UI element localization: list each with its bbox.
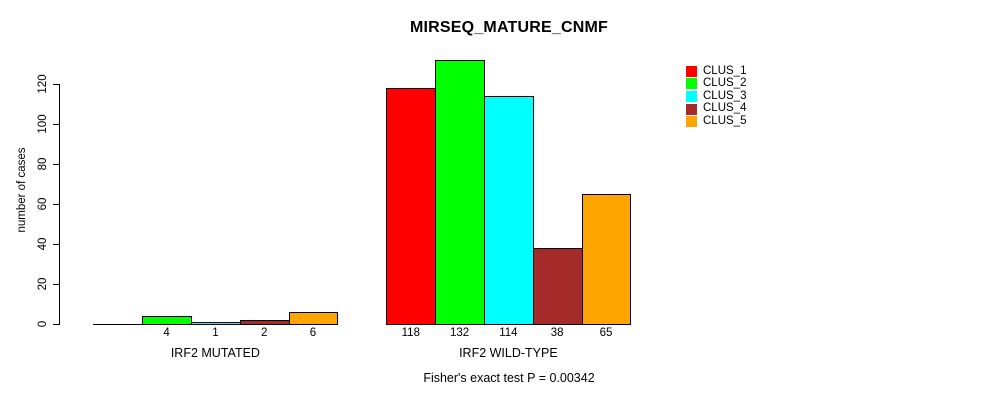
legend-row: CLUS_2 [686, 78, 746, 91]
legend-label: CLUS_1 [703, 64, 747, 77]
bar-clus_4-group2 [532, 248, 583, 325]
legend-row: CLUS_1 [686, 65, 746, 78]
y-axis-title: number of cases [16, 147, 28, 233]
y-axis-tick [53, 164, 59, 165]
bar-clus_4-group1 [239, 320, 290, 325]
bar-clus_3-group2 [484, 96, 534, 325]
bar-value-label: 38 [550, 327, 564, 339]
y-tick-label: 20 [37, 277, 49, 291]
bar-clus_1-group1 [93, 324, 144, 325]
legend-swatch-clus_3 [686, 90, 697, 102]
y-axis-line [59, 84, 60, 325]
y-tick-label: 80 [37, 157, 49, 171]
y-tick-label: 100 [37, 114, 49, 134]
legend-swatch-clus_1 [686, 65, 697, 77]
legend-row: CLUS_3 [686, 90, 746, 103]
legend-row: CLUS_4 [686, 103, 746, 116]
bar-value-label: 65 [599, 327, 613, 339]
y-tick-label: 0 [37, 320, 49, 328]
fisher-test-caption: Fisher's exact test P = 0.00342 [423, 371, 595, 385]
y-tick-label: 120 [37, 74, 49, 94]
legend-swatch-clus_2 [686, 78, 697, 90]
bar-clus_1-group2 [386, 88, 437, 325]
bar-value-label: 118 [401, 327, 420, 339]
y-axis-tick [53, 84, 59, 85]
legend-swatch-clus_5 [686, 116, 697, 128]
y-axis-tick [53, 124, 59, 125]
bar-value-label: 132 [450, 327, 470, 339]
bar-clus_2-group2 [435, 60, 485, 325]
bar-clus_2-group1 [142, 316, 192, 325]
y-axis-tick [53, 324, 59, 325]
x-group-label: IRF2 MUTATED [170, 346, 260, 360]
x-group-label: IRF2 WILD-TYPE [459, 346, 558, 360]
legend: CLUS_1 CLUS_2 CLUS_3 CLUS_4 CLUS_5 [686, 65, 746, 128]
bar-value-label: 1 [212, 327, 219, 339]
legend-row: CLUS_5 [686, 115, 746, 128]
bar-value-label: 114 [499, 327, 518, 339]
bar-value-label: 2 [260, 327, 268, 339]
bar-clus_3-group1 [191, 322, 241, 325]
bar-value-label: 4 [163, 327, 170, 339]
bar-value-label: 6 [309, 327, 317, 339]
bar-clus_5-group2 [581, 194, 632, 325]
legend-label: CLUS_3 [703, 89, 747, 102]
y-axis-tick [53, 204, 59, 205]
y-axis-tick [53, 244, 59, 245]
y-axis-tick [53, 284, 59, 285]
legend-label: CLUS_2 [703, 77, 747, 90]
chart-title: MIRSEQ_MATURE_CNMF [410, 19, 608, 36]
y-tick-label: 60 [37, 197, 49, 211]
bar-clus_5-group1 [288, 312, 339, 325]
legend-swatch-clus_4 [686, 103, 697, 115]
legend-label: CLUS_4 [703, 102, 747, 115]
y-tick-label: 40 [37, 237, 49, 251]
legend-label: CLUS_5 [703, 114, 747, 127]
